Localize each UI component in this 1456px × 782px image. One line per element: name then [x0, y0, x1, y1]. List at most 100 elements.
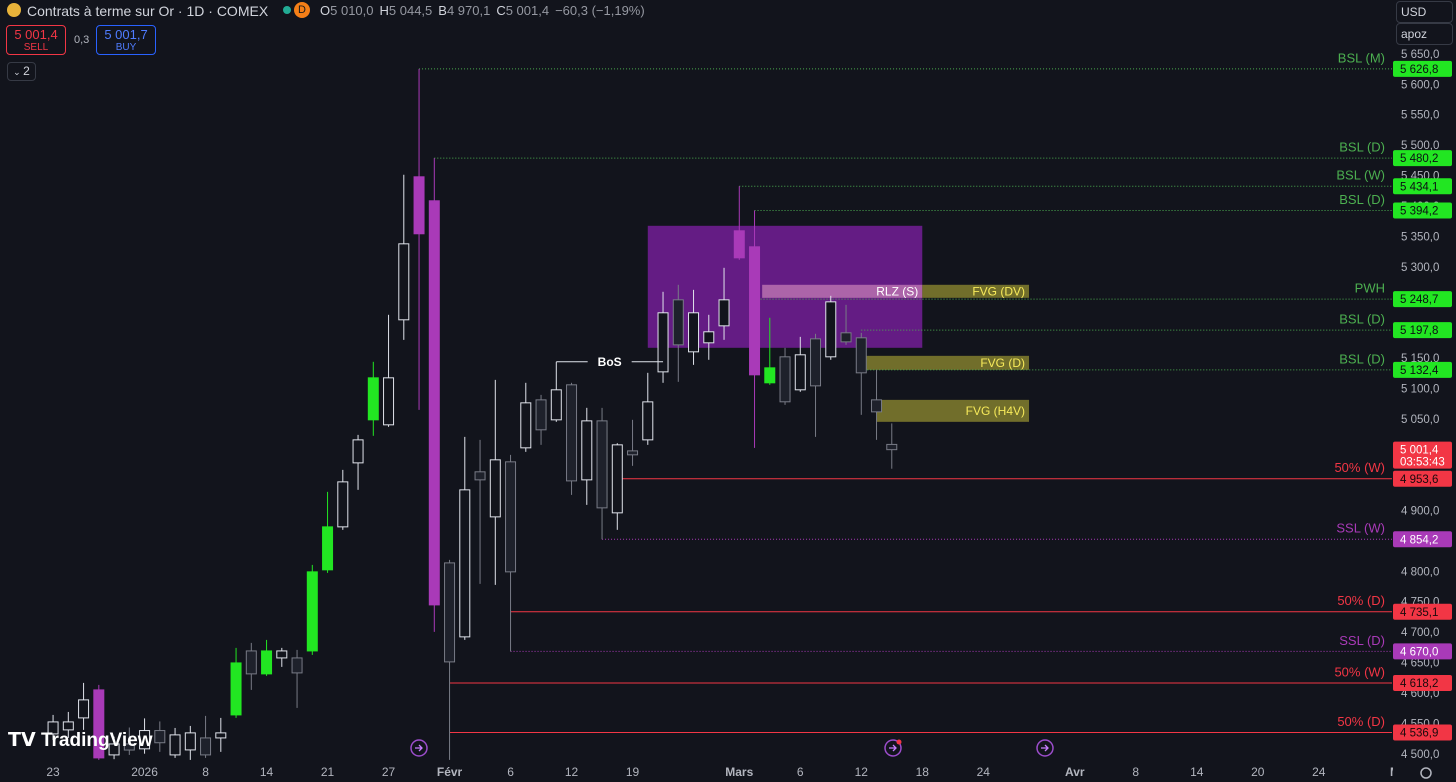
- current-price-label: 5 001,4: [1400, 445, 1439, 457]
- candle-body: [611, 444, 623, 514]
- candle-body: [428, 200, 440, 606]
- level-name: BSL (W): [1336, 168, 1385, 183]
- ohlc-key: B: [438, 3, 447, 18]
- symbol-icon: [7, 3, 21, 17]
- x-tick-label: 6: [797, 765, 804, 779]
- x-tick-label: Mars: [725, 765, 753, 779]
- ohlc: O5 010,0 H5 044,5 B4 970,1 C5 001,4 −60,3 (−…: [320, 3, 645, 18]
- level-name: BSL (D): [1339, 140, 1385, 155]
- sell-price: 5 001,4: [14, 27, 58, 42]
- zone: [876, 399, 1030, 422]
- candle-body: [733, 230, 745, 259]
- symbol-title[interactable]: Contrats à terme sur Or · 1D · COMEX: [27, 3, 269, 19]
- y-tick-label: 5 500,0: [1401, 140, 1439, 152]
- y-tick-label: 5 100,0: [1401, 384, 1439, 396]
- price-tag-label: 5 197,8: [1400, 325, 1438, 337]
- y-tick-label: 5 350,0: [1401, 231, 1439, 243]
- ohlc-value: 4 970,1: [446, 3, 491, 18]
- price-tag-label: 5 434,1: [1400, 181, 1438, 193]
- candle-body: [886, 443, 898, 451]
- candle-body: [184, 732, 196, 751]
- x-tick-label: 14: [260, 765, 274, 779]
- event-icon: [410, 739, 428, 757]
- candle-body: [520, 402, 532, 449]
- ohlc-value: 5 044,5: [388, 3, 433, 18]
- chevron: ⌄: [13, 67, 24, 77]
- candle-body: [245, 650, 257, 675]
- status-dot: [283, 6, 291, 14]
- level-name: BSL (D): [1339, 351, 1385, 366]
- candle-body: [154, 730, 166, 744]
- candle-body: [657, 312, 669, 373]
- price-tag: [1393, 724, 1452, 741]
- price-tag: [1393, 178, 1452, 195]
- candle-body: [779, 356, 791, 403]
- currency-select[interactable]: USD: [1396, 1, 1453, 23]
- x-tick-label: 21: [321, 765, 335, 779]
- sell-button[interactable]: 5 001,4 SELL: [6, 25, 66, 55]
- bos-label: BoS: [598, 355, 622, 369]
- event-icon: [1036, 739, 1054, 757]
- x-tick-label: 20: [1251, 765, 1265, 779]
- price-tag: [1393, 603, 1452, 620]
- buy-label: BUY: [115, 42, 137, 53]
- candle-body: [78, 699, 90, 719]
- logo-text: TradingView: [40, 730, 153, 751]
- x-tick-label: Avr: [1065, 765, 1085, 779]
- candle-body: [444, 562, 456, 663]
- candle-body: [108, 743, 120, 756]
- logo: 𝗧𝗩 TradingView: [8, 729, 153, 752]
- price-tag: [1393, 531, 1452, 548]
- buy-button[interactable]: 5 001,7 BUY: [96, 25, 156, 55]
- price-tag: [1393, 322, 1452, 339]
- price-tag-label: 4 735,1: [1400, 607, 1438, 619]
- candle-body: [398, 243, 410, 321]
- zone-label: FVG (D): [980, 356, 1025, 370]
- candle-body: [230, 662, 242, 716]
- candle-body: [322, 526, 334, 571]
- price-tag: [1393, 202, 1452, 219]
- candle-body: [703, 331, 715, 344]
- account-select[interactable]: apoz: [1396, 23, 1453, 45]
- ohlc-value: 5 001,4: [505, 3, 550, 18]
- change: −60,3 (−1,19%): [555, 3, 645, 18]
- level-name: BSL (D): [1339, 192, 1385, 207]
- x-tick-label: 12: [565, 765, 579, 779]
- candle-body: [367, 377, 379, 421]
- x-tick-label: 12: [855, 765, 869, 779]
- y-tick-label: 4 900,0: [1401, 505, 1439, 517]
- y-tick-label: 5 300,0: [1401, 262, 1439, 274]
- spread: 0,3: [74, 34, 90, 46]
- candle-body: [794, 354, 806, 391]
- candle-body: [62, 721, 74, 731]
- candle-body: [352, 439, 364, 464]
- candle-body: [474, 471, 486, 481]
- sell-label: SELL: [23, 42, 49, 53]
- x-tick-label: 24: [977, 765, 991, 779]
- event-icon-arrow: [1041, 744, 1049, 752]
- candle-body: [672, 299, 684, 346]
- x-tick-label: 6: [507, 765, 514, 779]
- price-tag: [1393, 291, 1452, 308]
- price-tag-label: 4 618,2: [1400, 678, 1438, 690]
- candle-body: [505, 461, 517, 573]
- price-tag: [1393, 674, 1452, 691]
- candle-body: [871, 399, 883, 413]
- candle-body: [566, 384, 578, 482]
- indicators-toggle[interactable]: ⌄ 2: [7, 62, 36, 81]
- price-tag-label: 4 536,9: [1400, 727, 1438, 739]
- x-tick-label: 23: [46, 765, 60, 779]
- price-tag-label: 5 248,7: [1400, 294, 1438, 306]
- y-tick-label: 5 600,0: [1401, 79, 1439, 91]
- price-tag-label: 5 626,8: [1400, 64, 1438, 76]
- y-tick-label: 4 700,0: [1401, 627, 1439, 639]
- price-tag-label: 5 132,4: [1400, 365, 1439, 377]
- x-tick-label: 8: [202, 765, 209, 779]
- x-tick-label: Févr: [437, 765, 463, 779]
- level-name: 50% (W): [1334, 664, 1385, 679]
- zone-label: FVG (DV): [972, 284, 1025, 298]
- candle-body: [413, 176, 425, 235]
- x-tick-label: 2026: [131, 765, 158, 779]
